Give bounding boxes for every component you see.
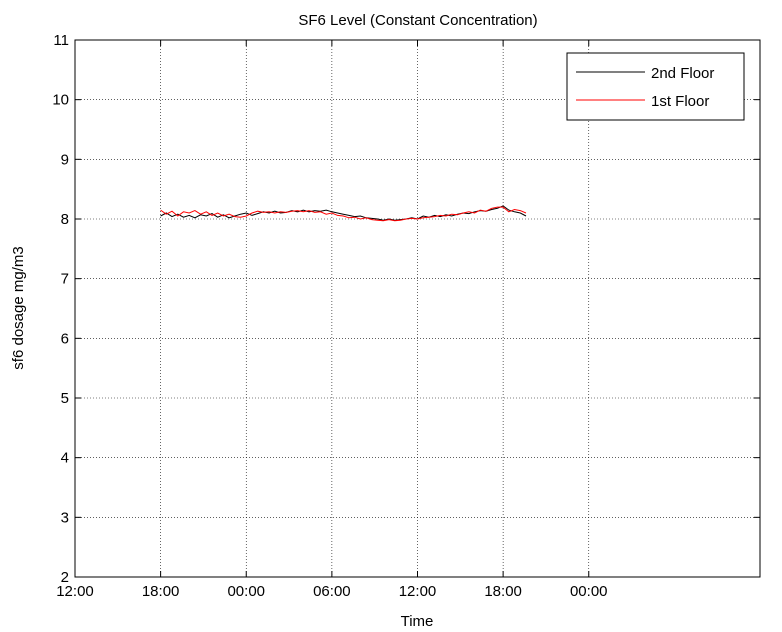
y-tick-label: 4 — [61, 450, 69, 467]
x-axis-label: Time — [401, 613, 434, 630]
ticks: 2 3 4 5 6 7 8 9 10 11 12:00 18:00 00:00 06:00 12:00 18:… — [52, 32, 760, 600]
series-layer — [160, 205, 527, 222]
x-tick-label: 00:00 — [570, 583, 608, 600]
series-line-2nd-floor — [160, 205, 527, 221]
y-tick-label: 6 — [61, 330, 69, 347]
x-tick-label: 18:00 — [142, 583, 180, 600]
series-line-1st-floor — [160, 206, 527, 222]
legend-label-1st-floor: 1st Floor — [651, 93, 709, 110]
legend: 2nd Floor 1st Floor — [566, 52, 745, 121]
x-tick-label: 06:00 — [313, 583, 351, 600]
y-tick-label: 8 — [61, 211, 69, 228]
legend-box — [566, 52, 745, 121]
y-tick-label: 10 — [52, 92, 69, 109]
x-tick-label: 12:00 — [56, 583, 94, 600]
x-tick-label: 00:00 — [227, 583, 265, 600]
chart-title: SF6 Level (Constant Concentration) — [298, 12, 537, 29]
x-tick-label: 18:00 — [484, 583, 522, 600]
y-tick-label: 3 — [61, 509, 69, 526]
y-axis-label: sf6 dosage mg/m3 — [10, 246, 27, 369]
y-tick-label: 7 — [61, 271, 69, 288]
grid — [75, 40, 760, 577]
y-tick-label: 9 — [61, 151, 69, 168]
x-tick-label: 12:00 — [399, 583, 437, 600]
y-tick-label: 2 — [61, 569, 69, 586]
y-tick-label: 5 — [61, 390, 69, 407]
legend-label-2nd-floor: 2nd Floor — [651, 65, 714, 82]
y-tick-label: 11 — [53, 32, 69, 49]
